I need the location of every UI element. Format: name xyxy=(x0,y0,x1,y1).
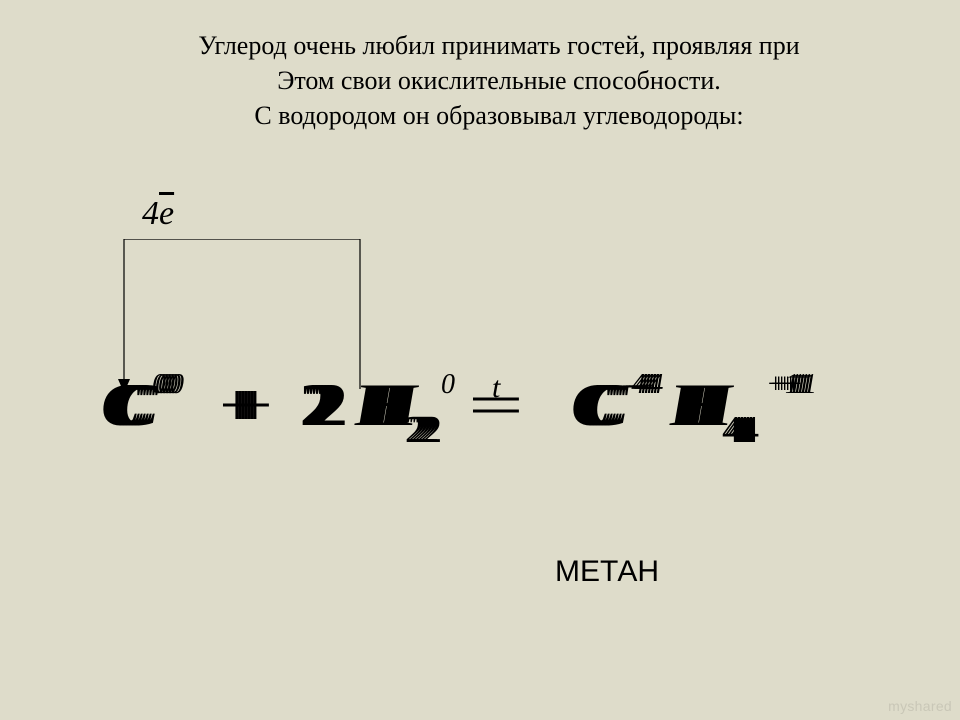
coef-2: 2 xyxy=(300,375,330,435)
h2-sub: 2 xyxy=(405,411,424,449)
equation-area: 4e C 0 + 2 H 2 0 t = xyxy=(100,195,880,555)
prodc-symbol: C xyxy=(570,372,610,438)
c-charge: 0 xyxy=(152,369,166,401)
equation-row: C 0 + 2 H 2 0 t = C -4 xyxy=(100,375,880,495)
plus-glyph: + xyxy=(220,372,254,438)
reactant-c: C 0 xyxy=(100,375,140,435)
reactant-h2: H 2 0 xyxy=(355,375,398,435)
prodc-charge: -4 xyxy=(622,369,645,401)
description-paragraph: Углерод очень любил принимать гостей, пр… xyxy=(78,28,920,133)
electron-letter: e xyxy=(159,195,174,232)
watermark: myshared xyxy=(888,698,952,714)
h2-symbol: H xyxy=(355,372,398,438)
prodh-symbol: H xyxy=(670,372,713,438)
coef2-glyph: 2 xyxy=(300,372,330,438)
plus-sign: + xyxy=(220,375,254,435)
para-line3: С водородом он образовывал углеводороды: xyxy=(254,101,743,130)
prodh-sub: 4 xyxy=(722,411,741,449)
electron-transfer-label: 4e xyxy=(142,195,174,233)
para-line2: Этом свои окислительные способности. xyxy=(277,66,721,95)
eq-glyph: = xyxy=(470,372,504,438)
product-label: МЕТАН xyxy=(555,555,659,589)
equals-sign: = xyxy=(470,375,504,435)
prodh-charge: +1 xyxy=(766,369,799,401)
product-h4: H 4 +1 xyxy=(670,375,713,435)
h2-charge: 0 xyxy=(441,369,455,401)
c-symbol: C xyxy=(100,372,140,438)
product-c: C -4 xyxy=(570,375,610,435)
electron-coef: 4 xyxy=(142,195,159,232)
para-line1: Углерод очень любил принимать гостей, пр… xyxy=(198,31,799,60)
